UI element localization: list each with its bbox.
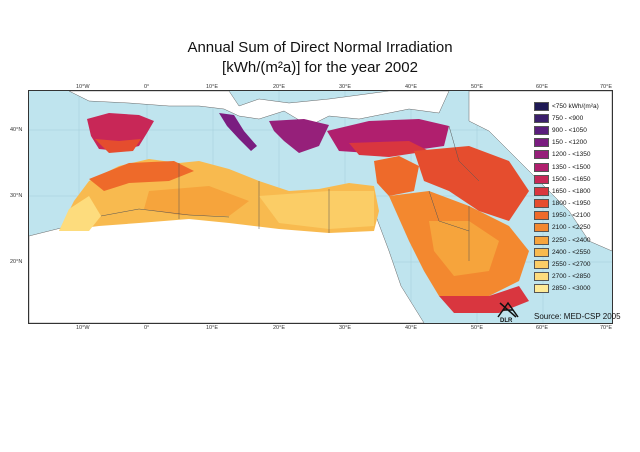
lon-tick-top-50e: 50°E xyxy=(471,84,483,90)
legend-entry: 750 - <900 xyxy=(534,112,608,124)
legend-swatch xyxy=(534,138,549,148)
legend-swatch xyxy=(534,150,549,160)
lon-tick-top-70e: 70°E xyxy=(600,84,612,90)
lon-tick-bottom-60e: 60°E xyxy=(536,325,548,331)
legend-swatch xyxy=(534,260,549,270)
libya-egypt-region xyxy=(259,191,374,229)
lon-tick-bottom-0: 0° xyxy=(144,325,150,331)
legend-entry: 2400 - <2550 xyxy=(534,246,608,258)
lat-tick-40n: 40°N xyxy=(10,127,23,133)
legend-label: 2100 - <2250 xyxy=(552,224,591,232)
legend-swatch xyxy=(534,113,549,123)
dlr-logo-icon xyxy=(497,301,519,318)
lon-tick-bottom-30e: 30°E xyxy=(339,325,351,331)
legend-label: 2250 - <2400 xyxy=(552,236,591,244)
iberia-south xyxy=(95,139,141,153)
logo-text: DLR xyxy=(500,318,513,324)
legend-entry: 1950 - <2100 xyxy=(534,210,608,222)
levant-region xyxy=(374,156,419,196)
legend-label: 1950 - <2100 xyxy=(552,212,591,220)
legend-label: 1350 - <1500 xyxy=(552,163,591,171)
lon-tick-top-60e: 60°E xyxy=(536,84,548,90)
italy-region xyxy=(219,113,257,151)
legend-label: 1200 - <1350 xyxy=(552,151,591,159)
legend-entry: 2250 - <2400 xyxy=(534,234,608,246)
legend-label: <750 kWh/(m²a) xyxy=(552,102,599,110)
legend-swatch xyxy=(534,186,549,196)
legend-label: 1650 - <1800 xyxy=(552,187,591,195)
legend-entry: 900 - <1050 xyxy=(534,124,608,136)
legend-entry: <750 kWh/(m²a) xyxy=(534,100,608,112)
lat-tick-20n: 20°N xyxy=(10,259,23,265)
land-outside-europe xyxy=(68,91,450,127)
legend-entry: 1350 - <1500 xyxy=(534,161,608,173)
legend-swatch xyxy=(534,247,549,257)
legend-swatch xyxy=(534,272,549,282)
title-line-2: [kWh/(m²a)] for the year 2002 xyxy=(222,59,418,76)
legend-swatch xyxy=(534,125,549,135)
algeria-sahara-core xyxy=(144,186,249,216)
lon-tick-bottom-20e: 20°E xyxy=(273,325,285,331)
arabia-center xyxy=(429,221,499,276)
legend-label: 2400 - <2550 xyxy=(552,248,591,256)
legend-label: 150 - <1200 xyxy=(552,139,587,147)
source-credit: Source: MED-CSP 2005 xyxy=(534,312,621,321)
lon-tick-top-40e: 40°E xyxy=(405,84,417,90)
legend-swatch xyxy=(534,174,549,184)
legend-label: 900 - <1050 xyxy=(552,126,587,134)
atlas-region xyxy=(89,161,194,191)
lon-tick-top-10e: 10°E xyxy=(206,84,218,90)
map-canvas xyxy=(28,90,613,324)
lon-tick-top-20e: 20°E xyxy=(273,84,285,90)
legend-label: 1800 - <1950 xyxy=(552,200,591,208)
lon-tick-bottom-10w: 10°W xyxy=(76,325,90,331)
legend-entry: 1500 - <1650 xyxy=(534,173,608,185)
legend-entry: 150 - <1200 xyxy=(534,137,608,149)
legend-label: 2700 - <2850 xyxy=(552,273,591,281)
lon-tick-bottom-70e: 70°E xyxy=(600,325,612,331)
legend-swatch xyxy=(534,235,549,245)
legend-label: 1500 - <1650 xyxy=(552,175,591,183)
legend: <750 kWh/(m²a) 750 - <900 900 - <1050 150 -… xyxy=(534,100,608,295)
lon-tick-top-30e: 30°E xyxy=(339,84,351,90)
balkans-region xyxy=(269,119,329,153)
legend-entry: 2700 - <2850 xyxy=(534,271,608,283)
turkey-south xyxy=(349,141,429,157)
legend-entry: 1200 - <1350 xyxy=(534,149,608,161)
legend-swatch xyxy=(534,162,549,172)
legend-label: 2550 - <2700 xyxy=(552,261,591,269)
lon-tick-top-0: 0° xyxy=(144,84,150,90)
western-sahara-region xyxy=(59,196,101,231)
legend-entry: 1650 - <1800 xyxy=(534,185,608,197)
legend-swatch xyxy=(534,101,549,111)
legend-entry: 2550 - <2700 xyxy=(534,258,608,270)
iraq-iran-region xyxy=(414,146,529,221)
legend-swatch xyxy=(534,199,549,209)
title-line-1: Annual Sum of Direct Normal Irradiation xyxy=(187,39,453,56)
legend-label: 2850 - <3000 xyxy=(552,285,591,293)
irradiation-map xyxy=(29,91,612,323)
lon-tick-bottom-50e: 50°E xyxy=(471,325,483,331)
legend-swatch xyxy=(534,284,549,294)
country-borders xyxy=(100,125,480,261)
lon-tick-bottom-40e: 40°E xyxy=(405,325,417,331)
lon-tick-top-10w: 10°W xyxy=(76,84,90,90)
map-title: Annual Sum of Direct Normal Irradiation … xyxy=(0,38,640,78)
legend-label: 750 - <900 xyxy=(552,114,584,122)
legend-swatch xyxy=(534,223,549,233)
legend-entry: 2100 - <2250 xyxy=(534,222,608,234)
lon-tick-bottom-10e: 10°E xyxy=(206,325,218,331)
lat-tick-30n: 30°N xyxy=(10,193,23,199)
legend-entry: 2850 - <3000 xyxy=(534,283,608,295)
legend-swatch xyxy=(534,211,549,221)
legend-entry: 1800 - <1950 xyxy=(534,198,608,210)
